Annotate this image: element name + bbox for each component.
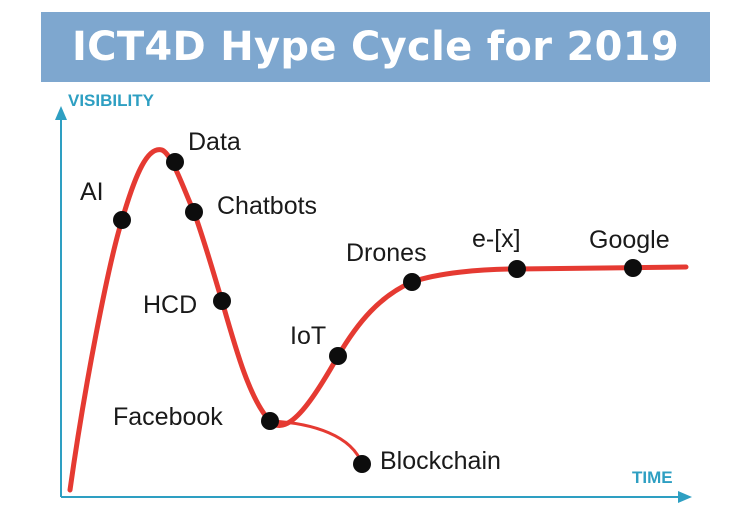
chatbots-dot (185, 203, 203, 221)
y-axis-arrowhead (55, 106, 67, 120)
hype-curve (67, 147, 689, 493)
ai-label: AI (80, 178, 104, 206)
hcd-dot (213, 292, 231, 310)
google-dot (624, 259, 642, 277)
ai-dot (113, 211, 131, 229)
title-banner: ICT4D Hype Cycle for 2019 (41, 12, 710, 82)
google-label: Google (589, 226, 670, 254)
facebook-dot (261, 412, 279, 430)
blockchain-label: Blockchain (380, 447, 501, 475)
x-axis-label: TIME (632, 468, 673, 487)
data-label: Data (188, 128, 241, 156)
hcd-label: HCD (143, 291, 197, 319)
diagram-title: ICT4D Hype Cycle for 2019 (72, 24, 679, 70)
x-axis-arrowhead (678, 491, 692, 503)
ex-label: e-[x] (472, 225, 521, 253)
blockchain-dot (353, 455, 371, 473)
facebook-label: Facebook (113, 403, 223, 431)
ex-dot (508, 260, 526, 278)
drones-label: Drones (346, 239, 427, 267)
blockchain-branch (268, 419, 364, 466)
iot-label: IoT (290, 322, 326, 350)
iot-dot (329, 347, 347, 365)
drones-dot (403, 273, 421, 291)
chatbots-label: Chatbots (217, 192, 317, 220)
y-axis-label: VISIBILITY (68, 91, 155, 110)
data-dot (166, 153, 184, 171)
